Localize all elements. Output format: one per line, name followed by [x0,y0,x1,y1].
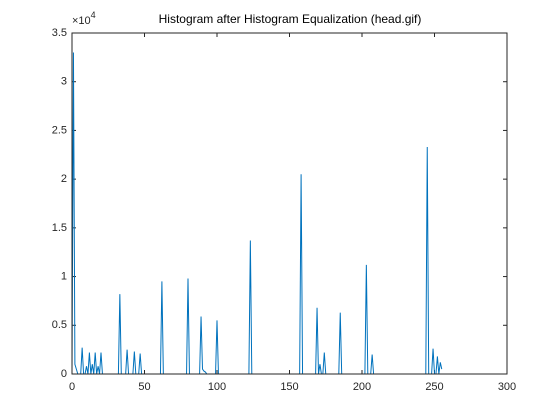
x-tick-label: 0 [69,381,75,393]
y-tick-label: 1.5 [52,222,67,234]
y-tick-label: 2.5 [52,124,67,136]
y-tick-label: 0 [61,368,67,380]
y-multiplier: ×104 [72,10,96,27]
x-tick-label: 50 [138,381,150,393]
x-tick-label: 250 [425,381,443,393]
x-tick-label: 150 [280,381,298,393]
axes-box [71,32,508,375]
y-multiplier-base: ×10 [72,15,91,27]
y-multiplier-exp: 4 [91,10,96,20]
x-tick-label: 300 [498,381,516,393]
y-tick-label: 1 [61,270,67,282]
y-tick-label: 0.5 [52,319,67,331]
y-tick-label: 2 [61,173,67,185]
y-tick-label: 3 [61,76,67,88]
plot-area [72,33,507,374]
chart-title: Histogram after Histogram Equalization (… [159,12,422,26]
y-tick-label: 3.5 [52,27,67,39]
x-tick-label: 100 [208,381,226,393]
x-tick-label: 200 [353,381,371,393]
